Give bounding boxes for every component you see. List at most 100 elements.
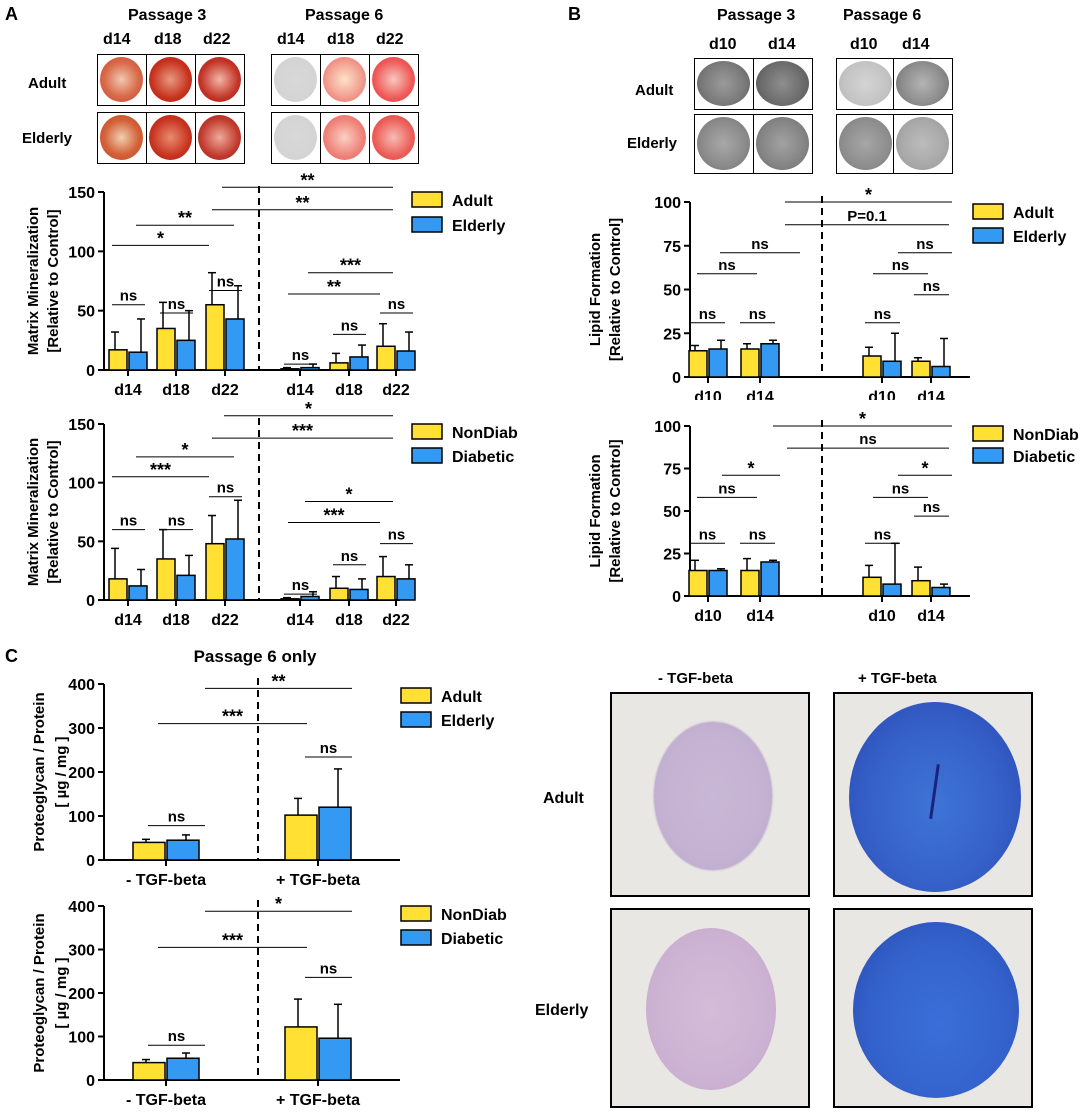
legend-swatch-elderly bbox=[972, 227, 1004, 244]
bar-elderly bbox=[349, 356, 369, 371]
bar-diabetic bbox=[176, 574, 196, 601]
histology-adult-minus-tgf bbox=[610, 692, 810, 897]
x-tick-label: d22 bbox=[211, 382, 239, 399]
y-axis-label: Proteoglycan / Protein bbox=[31, 692, 48, 851]
significance-label: * bbox=[345, 484, 352, 504]
legend-swatch-diabetic bbox=[400, 929, 432, 946]
bar-elderly bbox=[300, 366, 320, 371]
significance-label: ns bbox=[320, 740, 338, 757]
y-tick-label: 100 bbox=[68, 809, 95, 826]
x-tick-label: d14 bbox=[114, 382, 142, 399]
significance-label: ns bbox=[341, 548, 359, 565]
legend-swatch-elderly bbox=[400, 711, 432, 728]
panelC-col-minus-tgf: - TGF-beta bbox=[658, 670, 733, 687]
panelB-day-label: d14 bbox=[768, 36, 796, 53]
panelA-day-label: d18 bbox=[327, 31, 355, 48]
bar-nondiab bbox=[156, 558, 176, 601]
bar-diabetic bbox=[882, 583, 902, 597]
well-image bbox=[836, 114, 896, 174]
chart-a1-mineralization-age: 0 50 100 150 Matrix Mineralization [Relative … bbox=[25, 170, 505, 399]
x-tick-label: - TGF-beta bbox=[126, 1092, 206, 1109]
y-tick-label: 75 bbox=[663, 239, 681, 256]
significance-label: ns bbox=[292, 577, 310, 594]
well-image bbox=[97, 54, 147, 106]
bar-nondiab bbox=[280, 598, 300, 601]
y-tick-label: 150 bbox=[68, 185, 95, 202]
panelA-row-elderly: Elderly bbox=[22, 130, 73, 147]
chart-b2-lipid-diabetes: 0 25 50 75 100 Lipid Formation [Relative to Co… bbox=[587, 409, 1079, 625]
legend-swatch-nondiab bbox=[972, 425, 1004, 442]
legend-swatch-elderly bbox=[411, 216, 443, 233]
legend-label: Adult bbox=[452, 193, 494, 210]
significance-label: * bbox=[157, 228, 164, 248]
bar-diabetic bbox=[931, 586, 951, 597]
bar-adult bbox=[205, 303, 225, 371]
bar-elderly bbox=[225, 318, 245, 371]
well-image bbox=[694, 58, 754, 110]
y-tick-label: 25 bbox=[663, 326, 681, 343]
bar-nondiab bbox=[132, 1061, 166, 1081]
panelB-row-adult: Adult bbox=[635, 82, 674, 99]
significance-label: *** bbox=[150, 460, 171, 480]
y-tick-label: 0 bbox=[86, 363, 95, 380]
significance-label: * bbox=[921, 458, 928, 478]
panelA-day-label: d18 bbox=[154, 31, 182, 48]
bar-elderly bbox=[760, 343, 780, 378]
significance-label: ns bbox=[749, 526, 767, 543]
significance-label: ns bbox=[168, 809, 186, 826]
well-image bbox=[369, 54, 419, 106]
panelB-day-label: d14 bbox=[902, 36, 930, 53]
panelA-day-label: d22 bbox=[376, 31, 404, 48]
chart-c1-proteoglycan-age: 0 100 200 300 400 Proteoglycan / Protein [ µg … bbox=[31, 647, 494, 889]
y-axis-label: [Relative to Control] bbox=[607, 218, 624, 361]
y-tick-label: 150 bbox=[68, 417, 95, 434]
panelA-row-adult: Adult bbox=[28, 75, 67, 92]
significance-label: ns bbox=[718, 257, 736, 274]
y-tick-label: 100 bbox=[68, 244, 95, 261]
panelA-day-label: d22 bbox=[203, 31, 231, 48]
x-tick-label: + TGF-beta bbox=[276, 1092, 360, 1109]
bar-diabetic bbox=[128, 585, 148, 601]
significance-label: ns bbox=[217, 480, 235, 497]
well-image bbox=[753, 114, 813, 174]
x-tick-label: - TGF-beta bbox=[126, 872, 206, 889]
significance-label: * bbox=[181, 440, 188, 460]
panel-label-a: A bbox=[5, 4, 18, 24]
bar-adult bbox=[108, 349, 128, 371]
significance-label: ns bbox=[217, 273, 235, 290]
bar-adult bbox=[284, 814, 318, 861]
significance-label: *** bbox=[323, 506, 344, 526]
significance-label: ** bbox=[271, 671, 285, 691]
significance-label: ns bbox=[699, 526, 717, 543]
y-tick-label: 200 bbox=[68, 765, 95, 782]
well-image bbox=[893, 114, 953, 174]
significance-label: ns bbox=[388, 296, 406, 313]
x-tick-label: d14 bbox=[286, 612, 314, 629]
panelA-day-label: d14 bbox=[277, 31, 305, 48]
bar-elderly bbox=[176, 339, 196, 371]
significance-label: ns bbox=[388, 527, 406, 544]
bar-elderly bbox=[318, 806, 352, 861]
bar-nondiab bbox=[329, 587, 349, 601]
well-image bbox=[271, 112, 321, 164]
bar-adult bbox=[911, 360, 931, 378]
well-image bbox=[195, 54, 245, 106]
y-axis-label: Lipid Formation bbox=[587, 454, 604, 567]
legend-swatch-nondiab bbox=[400, 905, 432, 922]
well-image bbox=[369, 112, 419, 164]
significance-label: ns bbox=[320, 960, 338, 977]
x-tick-label: + TGF-beta bbox=[276, 872, 360, 889]
legend-label: Adult bbox=[441, 689, 483, 706]
x-tick-label: d22 bbox=[211, 612, 239, 629]
significance-label: ns bbox=[923, 278, 941, 295]
significance-label: ** bbox=[295, 193, 309, 213]
y-axis-label: Matrix Mineralization bbox=[25, 438, 42, 586]
legend-swatch-adult bbox=[400, 687, 432, 704]
well-image bbox=[271, 54, 321, 106]
significance-label: ns bbox=[874, 306, 892, 323]
well-image bbox=[146, 54, 196, 106]
chart-c2-proteoglycan-diabetes: 0 100 200 300 400 Proteoglycan / Protein [ µg … bbox=[31, 894, 507, 1109]
significance-label: P=0.1 bbox=[847, 208, 887, 225]
x-tick-label: d18 bbox=[162, 382, 190, 399]
panelC-col-plus-tgf: + TGF-beta bbox=[858, 670, 937, 687]
